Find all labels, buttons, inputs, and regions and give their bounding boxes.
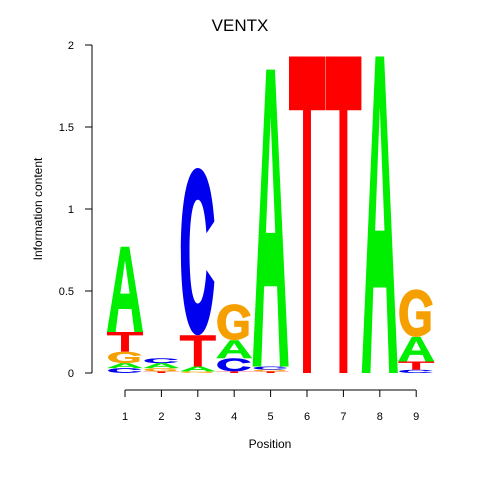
letter-T-pos-6 <box>289 56 325 373</box>
x-axis-label: Position <box>249 437 292 451</box>
chart-title: VENTX <box>212 16 269 35</box>
letter-A-pos-3 <box>179 366 216 372</box>
letter-T-pos-4 <box>216 371 253 373</box>
x-tick-label: 2 <box>158 411 164 423</box>
letter-A-pos-8 <box>361 56 398 373</box>
letter-G-pos-3 <box>180 371 215 373</box>
x-tick-label: 5 <box>268 411 274 423</box>
x-tick-label: 7 <box>340 411 346 423</box>
letter-A-pos-9 <box>398 336 435 362</box>
y-tick-label: 2 <box>68 40 74 52</box>
y-tick-label: 0.5 <box>59 286 74 298</box>
letter-T-pos-7 <box>325 56 362 373</box>
letter-C-pos-1 <box>108 368 142 373</box>
letter-G-pos-5 <box>253 369 288 372</box>
letter-G-pos-9 <box>399 289 433 337</box>
y-axis: 0 0.5 1 1.5 2 <box>59 40 93 380</box>
x-tick-label: 3 <box>195 411 201 423</box>
letter-T-pos-9 <box>398 361 435 370</box>
letter-C-pos-9 <box>399 369 433 373</box>
letter-T-pos-2 <box>143 371 180 373</box>
letter-A-pos-4 <box>216 340 253 359</box>
letter-A-pos-2 <box>143 363 180 369</box>
letter-G-pos-1 <box>108 351 142 364</box>
x-tick-label: 1 <box>122 411 128 423</box>
logo-letters <box>107 56 435 373</box>
letter-G-pos-4 <box>217 304 251 341</box>
letter-C-pos-3 <box>180 168 215 336</box>
letter-C-pos-4 <box>217 358 251 372</box>
x-tick-label: 6 <box>304 411 310 423</box>
letter-C-pos-2 <box>144 358 178 364</box>
letter-G-pos-2 <box>144 368 178 372</box>
x-tick-label: 8 <box>377 411 383 423</box>
letter-T-pos-3 <box>179 335 216 367</box>
y-tick-label: 1.5 <box>59 122 74 134</box>
letter-C-pos-5 <box>253 366 288 370</box>
y-axis-label: Information content <box>31 157 45 260</box>
x-tick-label: 9 <box>413 411 419 423</box>
y-tick-label: 0 <box>68 368 74 380</box>
x-axis: 1 2 3 4 5 6 7 8 9 <box>122 389 419 423</box>
letter-T-pos-5 <box>252 371 289 373</box>
letter-A-pos-1 <box>107 246 143 332</box>
x-tick-label: 4 <box>231 411 237 423</box>
letter-T-pos-1 <box>107 332 143 352</box>
letter-A-pos-1 <box>107 363 143 369</box>
letter-A-pos-5 <box>252 69 289 367</box>
y-tick-label: 1 <box>68 204 74 216</box>
